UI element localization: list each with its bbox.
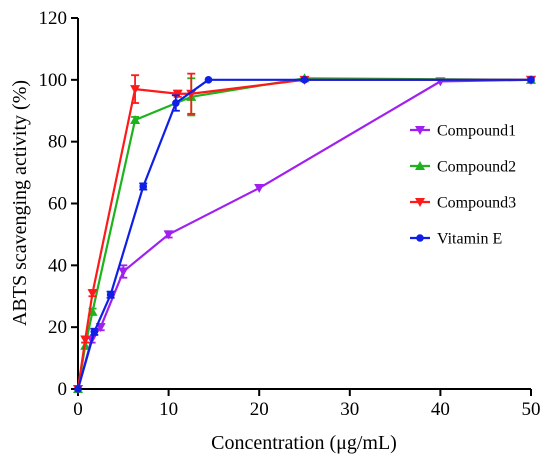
y-tick-label: 100 [39, 70, 68, 91]
legend-label: Compound3 [437, 195, 516, 212]
data-point [106, 290, 115, 299]
y-tick-label: 60 [48, 194, 67, 215]
data-point [118, 267, 129, 277]
data-point [130, 85, 141, 95]
data-point [172, 89, 183, 99]
data-point [74, 385, 82, 393]
data-point [254, 184, 265, 194]
data-point [204, 76, 213, 84]
x-tick-label: 40 [431, 399, 450, 420]
legend-entry: Compound2 [410, 159, 516, 176]
legend-entry: Compound3 [410, 195, 516, 212]
legend-marker [416, 234, 424, 242]
x-tick-label: 10 [159, 399, 178, 420]
x-tick-label: 0 [73, 399, 83, 420]
data-point [90, 328, 99, 336]
y-axis-label: ABTS scavenging activity (%) [9, 80, 31, 326]
data-point [527, 76, 535, 84]
series-line [76, 78, 531, 390]
data-point [163, 230, 174, 240]
y-tick-label: 80 [48, 132, 67, 153]
data-point [130, 115, 141, 125]
legend: Compound1 Compound2 Compound3 Vitamin E [410, 123, 516, 248]
y-tick-label: 20 [48, 317, 67, 338]
legend-marker [415, 198, 425, 207]
axes: 0 10 20 30 40 50 0 20 40 60 80 100 120 [39, 8, 541, 420]
data-point [300, 76, 309, 84]
x-tick-label: 30 [340, 399, 359, 420]
legend-marker [415, 161, 425, 170]
y-tick-label: 0 [58, 379, 68, 400]
y-tick-label: 120 [39, 8, 68, 29]
legend-label: Compound2 [437, 159, 516, 176]
data-point [87, 289, 98, 299]
data-point [80, 335, 91, 345]
x-axis-label: Concentration (μg/mL) [211, 432, 397, 454]
legend-label: Vitamin E [437, 231, 502, 248]
legend-entry: Compound1 [410, 123, 516, 140]
data-point [172, 99, 180, 107]
series-line [76, 78, 531, 390]
x-tick-label: 20 [250, 399, 269, 420]
plot-area [73, 72, 536, 394]
data-point [139, 182, 148, 191]
legend-entry: Vitamin E [410, 231, 502, 248]
y-tick-label: 40 [48, 255, 67, 276]
data-point [186, 89, 197, 99]
x-tick-label: 50 [522, 399, 541, 420]
legend-label: Compound1 [437, 123, 516, 140]
legend-marker [415, 126, 425, 135]
series-vitamin-e [74, 76, 535, 393]
